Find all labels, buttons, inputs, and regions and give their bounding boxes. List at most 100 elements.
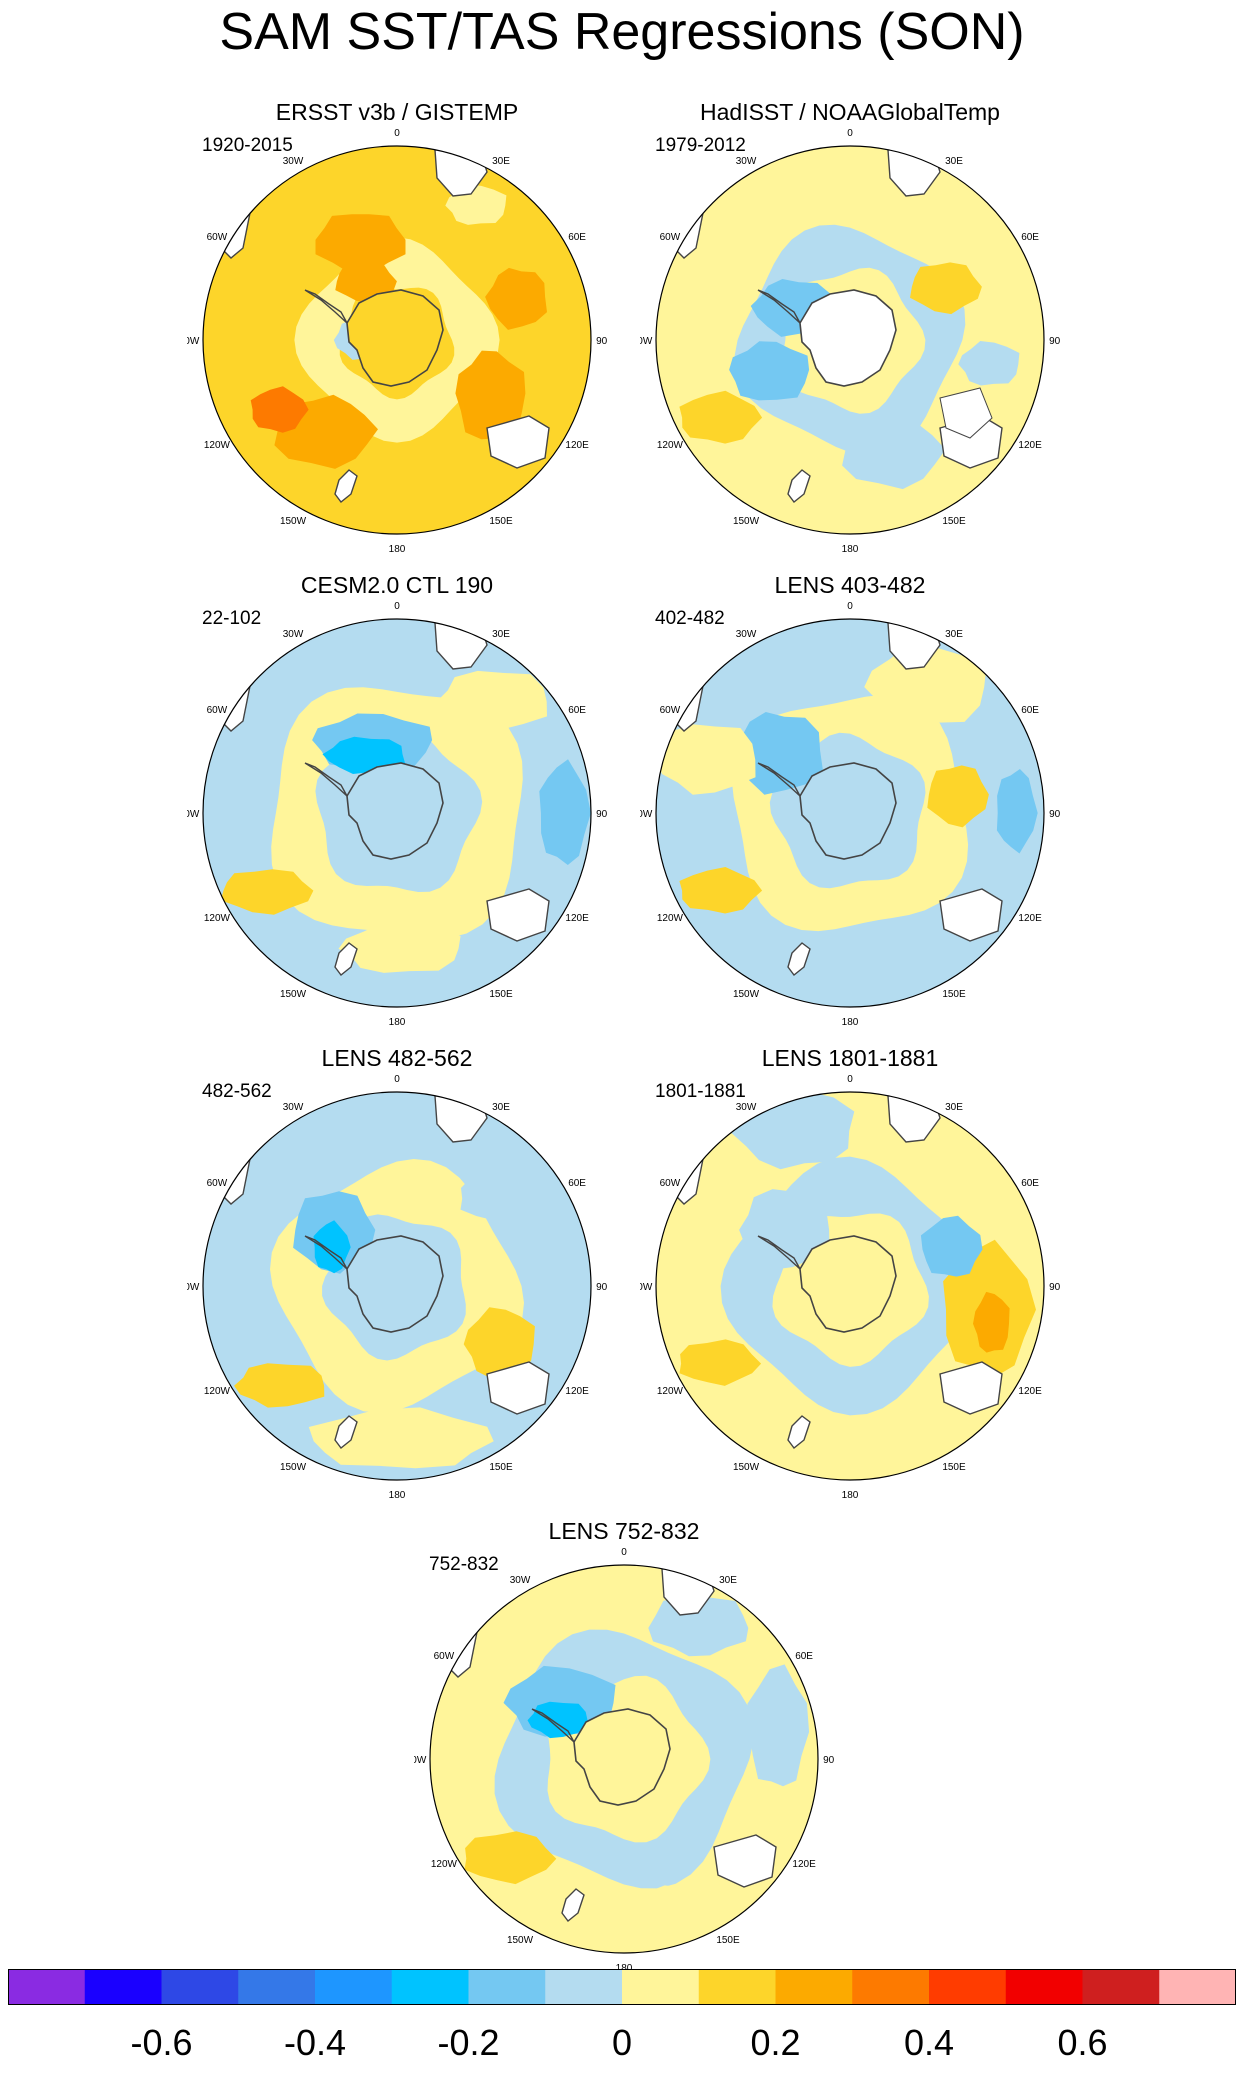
antarctica-outline [346,762,444,860]
anomaly-region [842,415,946,490]
polar-map: 0 30E 60E 90E 120E 150E 180 150W 120W 90W 60W 30W [187,1074,607,1501]
anomaly-region [648,1596,749,1657]
longitude-label: 120W [431,1859,458,1870]
longitude-label: 180 [842,1490,859,1501]
colorbar-swatch [315,1969,393,2005]
longitude-label: 30W [736,156,757,167]
longitude-label: 0 [847,128,853,139]
colorbar-swatch [929,1969,1007,2005]
longitude-label: 150E [716,1935,740,1946]
longitude-label: 30E [945,629,963,640]
longitude-label: 60W [207,232,228,243]
panel-title: LENS 752-832 [548,1518,700,1544]
panel-years: 1979-2012 [655,135,746,156]
anomaly-region [739,1189,830,1270]
longitude-label: 60E [568,705,586,716]
colorbar-swatch [391,1969,469,2005]
polar-map: 0 30E 60E 90E 120E 150E 180 150W 120W 90W 60W 30W [187,128,607,555]
antarctica-outline [799,289,897,387]
anomaly-region [864,644,987,726]
anomaly-region [322,736,406,774]
colorbar [8,1969,1236,2005]
longitude-label: 150W [507,1935,534,1946]
longitude-label: 180 [842,1017,859,1028]
panel-title: ERSST v3b / GISTEMP [275,99,519,125]
longitude-label: 90W [640,809,653,820]
anomaly-region [250,386,309,433]
colorbar-swatch [622,1969,700,2005]
longitude-label: 150E [489,1462,513,1473]
longitude-label: 90E [596,336,607,347]
longitude-label: 30E [492,1102,510,1113]
longitude-label: 120E [1018,440,1042,451]
longitude-label: 30E [719,1575,737,1586]
panel-years: 1920-2015 [202,135,293,156]
longitude-label: 30E [945,156,963,167]
figure-title: SAM SST/TAS Regressions (SON) [219,3,1025,61]
panel-years: 752-832 [429,1554,499,1575]
longitude-label: 120E [565,440,589,451]
longitude-label: 60W [660,1178,681,1189]
colorbar-swatch [161,1969,239,2005]
polar-map: 0 30E 60E 90E 120E 150E 180 150W 120W 90W 60W 30W [414,1547,834,1974]
panel-title: HadISST / NOAAGlobalTemp [700,99,1000,125]
anomaly-region [679,390,763,444]
longitude-label: 30W [283,629,304,640]
longitude-label: 0 [621,1547,627,1558]
anomaly-region [656,724,756,795]
panel-title: CESM2.0 CTL 190 [300,572,494,598]
longitude-label: 120W [657,1386,684,1397]
map-panel: ERSST v3b / GISTEMP 1920-2015 0 30E 60E 90E 12… [187,98,607,558]
anomaly-region [527,1701,588,1739]
antarctica-outline [573,1708,671,1806]
antarctica-outline [799,1235,897,1333]
longitude-label: 90W [414,1755,427,1766]
map-panel: LENS 482-562 482-562 0 30E 60E 90E 120E 150E 180… [187,1044,607,1504]
anomaly-region [539,759,591,865]
longitude-label: 90W [187,1282,200,1293]
longitude-label: 30W [510,1575,531,1586]
anomaly-region [958,341,1020,386]
antarctica-outline [346,289,444,387]
antarctica-outline [346,1235,444,1333]
anomaly-region [729,341,810,401]
longitude-label: 0 [394,128,400,139]
panel-title: LENS 482-562 [321,1045,473,1071]
panel-years: 482-562 [202,1081,272,1102]
anomaly-region [338,922,461,973]
anomaly-region [920,1215,983,1277]
panel-years: 22-102 [202,608,262,629]
longitude-label: 90W [640,1282,653,1293]
longitude-label: 180 [389,1490,406,1501]
colorbar-swatch [775,1969,853,2005]
colorbar-tick-label: -0.6 [130,2022,193,2063]
longitude-label: 60W [660,232,681,243]
longitude-label: 90W [187,809,200,820]
anomaly-region [927,765,989,828]
colorbar-tick-label: 0 [611,2022,633,2063]
longitude-label: 120E [1018,913,1042,924]
map-panel: LENS 1801-1881 1801-1881 0 30E 60E 90E 120E 150… [640,1044,1060,1504]
longitude-label: 30E [492,629,510,640]
anomaly-region [679,1339,762,1386]
colorbar-tick-label: 0.4 [903,2022,955,2063]
panel-years: 1801-1881 [655,1081,746,1102]
colorbar-swatch [1082,1969,1160,2005]
longitude-label: 30W [283,1102,304,1113]
longitude-label: 150E [489,989,513,1000]
anomaly-region [234,1363,325,1408]
longitude-label: 90E [823,1755,834,1766]
panel-years: 402-482 [655,608,725,629]
longitude-label: 90E [1049,1282,1060,1293]
longitude-label: 180 [616,1963,633,1974]
longitude-label: 90W [187,336,200,347]
anomaly-region [996,769,1038,854]
colorbar-swatch [8,1969,86,2005]
colorbar-tick-label: 0.6 [1057,2022,1108,2063]
colorbar-tick-label: -0.4 [283,2022,347,2063]
longitude-label: 30E [945,1102,963,1113]
colorbar-swatch [852,1969,930,2005]
antarctica-outline [799,762,897,860]
colorbar-swatch [238,1969,316,2005]
longitude-label: 120E [1018,1386,1042,1397]
